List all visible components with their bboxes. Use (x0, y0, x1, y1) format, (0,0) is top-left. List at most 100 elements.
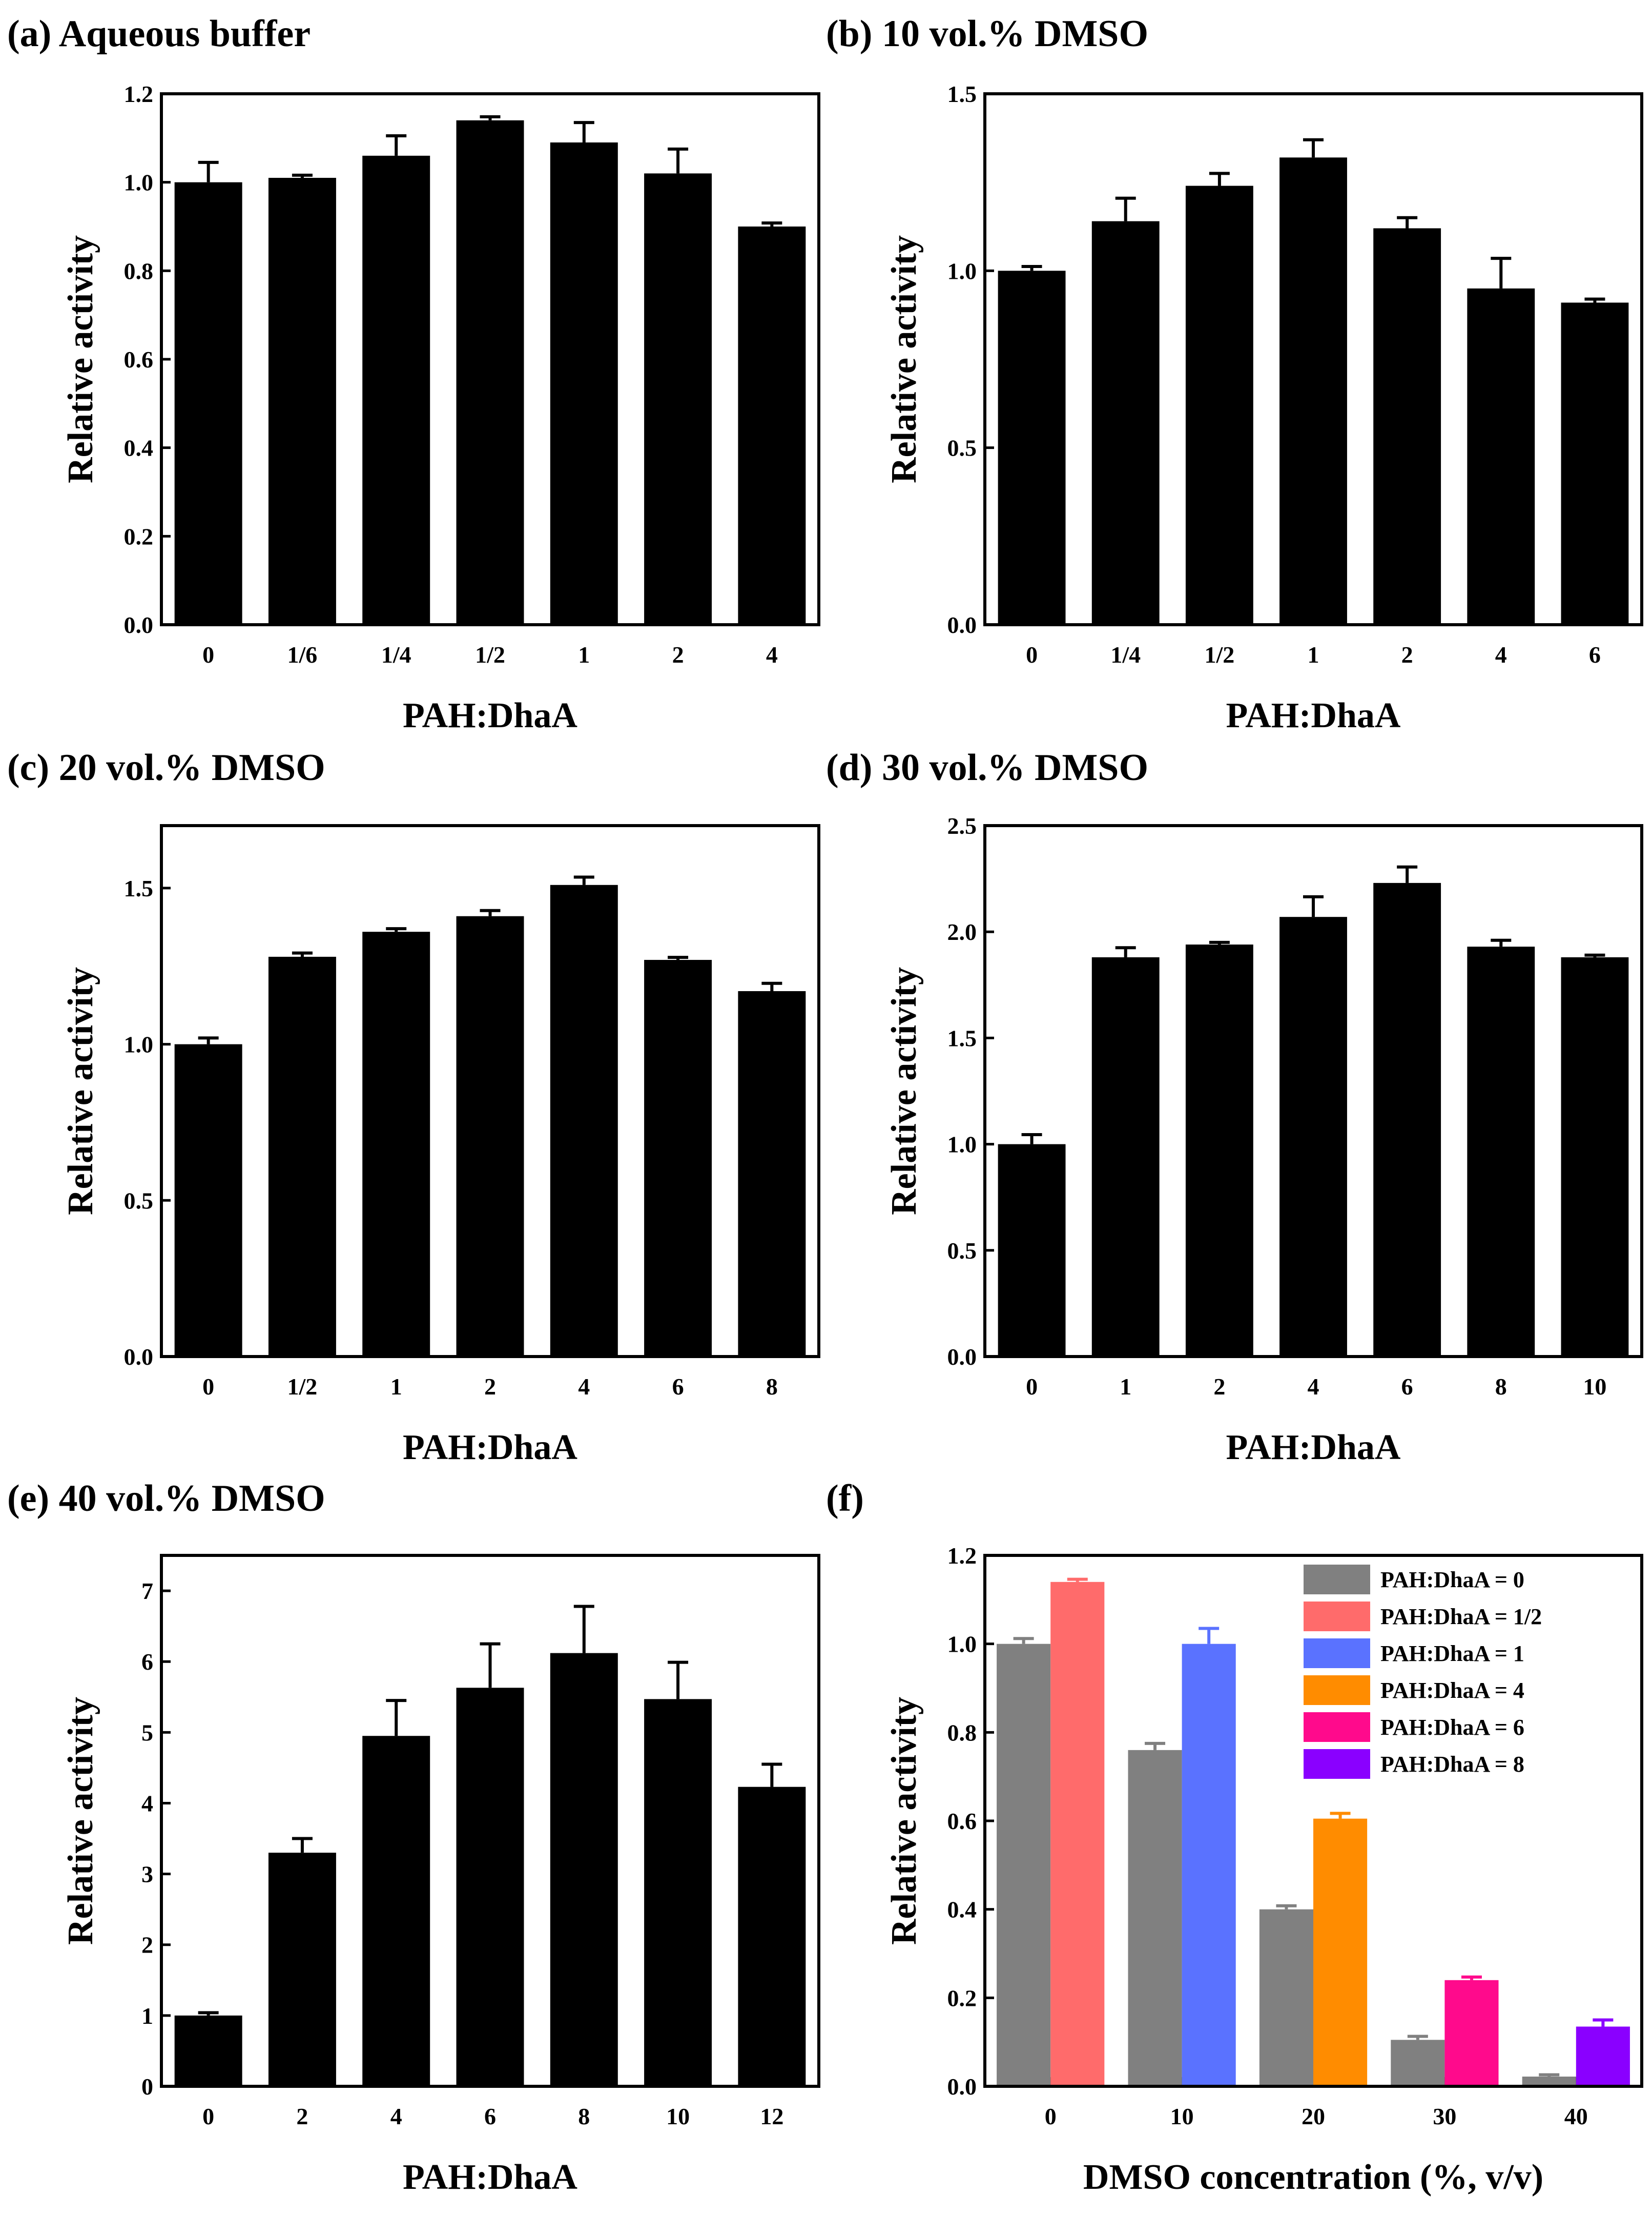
bar (1444, 1980, 1499, 2086)
panel-c: (c) 20 vol.% DMSO 0.0 0.5 1.0 1.5 Relative ac… (7, 747, 820, 1467)
y-tick-label: 2 (141, 1932, 153, 1958)
y-axis-label: Relative activity (884, 1697, 924, 1945)
y-tick-label: 1.0 (947, 1631, 977, 1657)
y-tick-label: 0.4 (947, 1897, 977, 1923)
bar (1279, 917, 1347, 1357)
bar (268, 178, 336, 625)
x-tick-label: 6 (484, 2103, 496, 2129)
y-tick-label: 0.6 (947, 1808, 977, 1834)
x-tick-label: 2 (296, 2103, 308, 2129)
bar (1185, 945, 1253, 1357)
bar (1373, 882, 1441, 1357)
bar (738, 227, 806, 625)
x-tick-label: 6 (672, 1373, 684, 1400)
bar (174, 2015, 242, 2086)
x-tick-label: 10 (1583, 1373, 1606, 1400)
x-axis-label: PAH:DhaA (403, 2158, 577, 2197)
x-tick-label: 0 (202, 2103, 214, 2129)
x-tick-label: 2 (484, 1373, 496, 1400)
panel-title: (c) 20 vol.% DMSO (7, 747, 325, 789)
plot-frame (160, 824, 820, 1358)
y-tick-label: 5 (141, 1719, 153, 1746)
x-axis-label: PAH:DhaA (1226, 696, 1401, 735)
bar (268, 1853, 336, 2086)
legend-label: PAH:DhaA = 4 (1380, 1678, 1524, 1703)
x-tick-label: 1 (1120, 1373, 1131, 1400)
bar (644, 960, 712, 1357)
y-tick-label: 1.5 (947, 81, 977, 107)
bar (738, 991, 806, 1357)
bar (1313, 1818, 1368, 2086)
x-tick-label: 40 (1564, 2103, 1588, 2129)
bar (456, 1688, 524, 2086)
x-tick-label: 1/4 (1110, 642, 1141, 668)
bar (362, 1736, 430, 2086)
bar (1561, 302, 1629, 625)
bar (998, 271, 1066, 625)
bar (1391, 2040, 1445, 2086)
legend-swatch (1304, 1565, 1370, 1594)
y-tick-label: 0.2 (124, 523, 154, 549)
panel-title: (d) 30 vol.% DMSO (826, 747, 1148, 789)
bar (550, 142, 618, 625)
x-tick-label: 6 (1401, 1373, 1413, 1400)
x-tick-label: 10 (666, 2103, 690, 2129)
legend-label: PAH:DhaA = 1 (1380, 1641, 1524, 1666)
plot-frame (983, 92, 1643, 626)
legend-swatch (1304, 1749, 1370, 1779)
bar (1182, 1644, 1236, 2086)
bar (644, 173, 712, 625)
x-tick-label: 1/2 (1204, 642, 1234, 668)
x-tick-label: 30 (1433, 2103, 1456, 2129)
y-tick-label: 2.0 (947, 919, 977, 945)
bar (174, 182, 242, 625)
bar (1467, 947, 1535, 1357)
x-tick-label: 20 (1302, 2103, 1325, 2129)
y-tick-label: 3 (141, 1861, 153, 1887)
bar (456, 120, 524, 625)
y-axis-label: Relative activity (884, 967, 924, 1215)
y-tick-label: 0.0 (947, 612, 977, 638)
y-tick-label: 0 (141, 2074, 153, 2100)
y-tick-label: 1.0 (124, 1032, 154, 1058)
y-tick-label: 0.6 (124, 346, 154, 373)
bar (1576, 2026, 1630, 2086)
x-axis-label: PAH:DhaA (1226, 1428, 1401, 1467)
y-tick-label: 0.8 (124, 258, 154, 284)
x-tick-label: 0 (1026, 642, 1038, 668)
bar (1185, 186, 1253, 625)
bar (738, 1787, 806, 2086)
panel-title: (b) 10 vol.% DMSO (826, 13, 1148, 55)
y-axis-label: Relative activity (61, 1697, 100, 1945)
x-tick-label: 0 (202, 642, 214, 668)
x-tick-label: 2 (672, 642, 684, 668)
x-tick-label: 8 (1495, 1373, 1507, 1400)
bar (456, 916, 524, 1357)
y-tick-label: 7 (141, 1578, 153, 1604)
bar (1373, 228, 1441, 625)
y-tick-label: 1.0 (947, 1132, 977, 1158)
x-tick-label: 1 (1308, 642, 1319, 668)
x-axis-label: PAH:DhaA (403, 1428, 577, 1467)
y-tick-label: 2.5 (947, 813, 977, 839)
x-tick-label: 2 (1213, 1373, 1225, 1400)
y-tick-label: 0.2 (947, 1985, 977, 2011)
bar (1561, 957, 1629, 1357)
y-tick-label: 1.5 (947, 1025, 977, 1051)
panel-d: (d) 30 vol.% DMSO 0.0 0.5 1.0 1.5 2.0 2.5 Relat… (826, 747, 1643, 1467)
legend-swatch (1304, 1712, 1370, 1742)
y-tick-label: 0.5 (947, 1238, 977, 1264)
y-tick-label: 1 (141, 2003, 153, 2029)
y-tick-label: 0.0 (124, 1344, 154, 1370)
x-tick-label: 1 (390, 1373, 402, 1400)
bar (1091, 221, 1160, 625)
y-axis-label: Relative activity (61, 967, 100, 1215)
plot-frame (983, 824, 1643, 1358)
legend-label: PAH:DhaA = 0 (1380, 1567, 1524, 1592)
bar (362, 155, 430, 625)
y-tick-label: 0.8 (947, 1719, 977, 1746)
legend-label: PAH:DhaA = 1/2 (1380, 1604, 1542, 1629)
x-tick-label: 1 (578, 642, 590, 668)
bar (268, 956, 336, 1357)
